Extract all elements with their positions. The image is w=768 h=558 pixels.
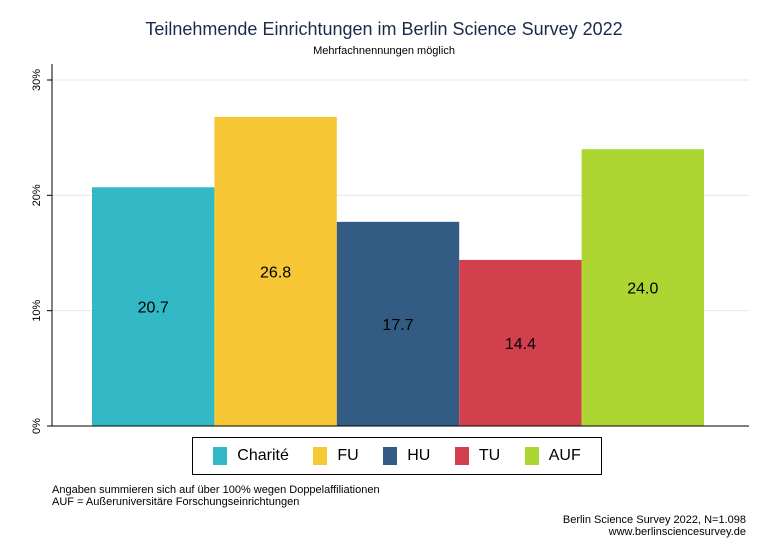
source-url: www.berlinsciencesurvey.de [608,526,746,538]
legend-swatch-hu [383,447,398,465]
legend: Charité FU HU TU AUF [192,437,602,475]
bar-value-label: 20.7 [138,300,169,317]
source-citation: Berlin Science Survey 2022, N=1.098 [562,514,746,526]
bar-value-label: 24.0 [627,281,658,298]
legend-swatch-tu [454,447,469,465]
legend-item-hu: HU [383,447,430,465]
footnote-auf-definition: AUF = Außeruniversitäre Forschungseinric… [52,496,300,508]
bar-charit [92,187,215,426]
legend-swatch-fu [313,447,328,465]
legend-item-auf: AUF [524,447,581,465]
bar-tu [459,259,582,426]
bar-value-label: 17.7 [382,317,413,334]
legend-swatch-charite [213,447,228,465]
y-tick-label: 0% [31,418,43,434]
legend-item-fu: FU [313,447,359,465]
legend-label-auf: AUF [548,447,581,464]
legend-label-charite: Charité [237,447,289,464]
legend-item-tu: TU [454,447,501,465]
y-tick-label: 20% [31,184,43,206]
bar-fu [214,116,337,426]
legend-label-hu: HU [407,447,431,464]
footnote-double-affiliation: Angaben summieren sich auf über 100% weg… [52,484,380,496]
bar-value-label: 14.4 [505,336,536,353]
bar-auf [581,149,704,426]
bar-value-label: 26.8 [260,264,291,281]
legend-label-tu: TU [478,447,501,464]
bar-hu [336,221,460,426]
y-tick-label: 30% [31,69,43,91]
legend-swatch-auf [524,447,539,465]
legend-label-fu: FU [337,447,359,464]
chart-subtitle: Mehrfachnennungen möglich [313,45,455,57]
legend-item-charite: Charité [213,447,289,465]
chart-title: Teilnehmende Einrichtungen im Berlin Sci… [145,19,623,39]
y-tick-label: 10% [31,299,43,321]
